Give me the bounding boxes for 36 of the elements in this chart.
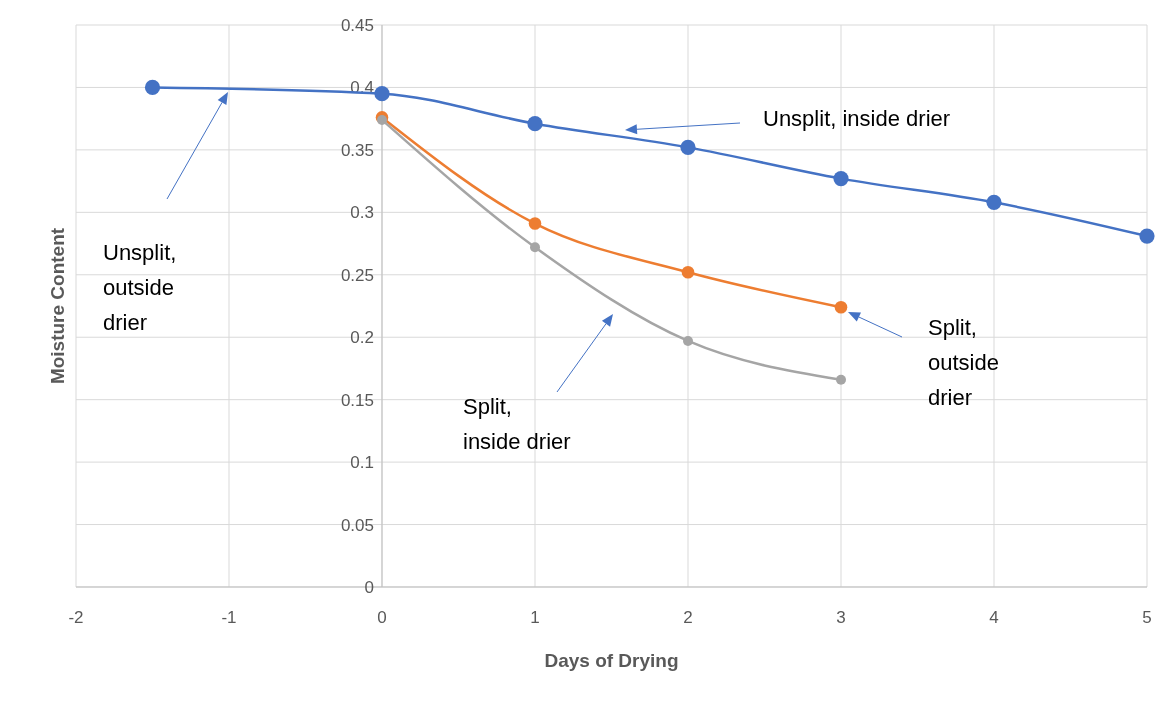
x-tick-label: 4	[989, 608, 999, 627]
annotation: Split, inside drier	[463, 393, 571, 454]
point	[144, 79, 161, 96]
y-tick-label: 0.15	[340, 390, 374, 410]
point	[681, 265, 695, 279]
x-tick-label: 2	[683, 608, 693, 627]
y-tick-label: 0.2	[350, 328, 374, 348]
annotation: Unsplit, inside drier	[763, 105, 951, 131]
y-tick-label: 0.25	[340, 265, 374, 285]
point	[374, 86, 390, 102]
x-tick-label: -2	[68, 608, 84, 627]
x-tick-label: -1	[221, 608, 237, 627]
x-tick-label: 1	[530, 608, 540, 627]
point	[986, 194, 1002, 210]
point	[833, 171, 849, 187]
point	[836, 374, 846, 385]
y-tick-label: 0	[364, 577, 374, 597]
x-tick-label: 3	[836, 608, 846, 627]
y-tick-label: 0.35	[340, 140, 374, 160]
annotation: Unsplit, outside drier	[103, 239, 177, 336]
y-tick-label: 0.3	[350, 203, 374, 223]
point	[527, 116, 543, 132]
y-axis-title: Moisture Content	[47, 227, 68, 385]
point	[530, 242, 540, 253]
point	[834, 300, 848, 314]
x-axis-title: Days of Drying	[544, 650, 679, 671]
point	[680, 139, 696, 155]
y-tick-label: 0.45	[340, 15, 374, 35]
y-tick-label: 0.1	[350, 453, 374, 473]
x-tick-label: 5	[1142, 608, 1152, 627]
y-tick-label: 0.05	[340, 515, 374, 535]
point	[1139, 228, 1155, 244]
point	[683, 335, 693, 346]
point	[528, 217, 542, 230]
x-tick-label: 0	[377, 608, 387, 627]
annotation: Split, outside drier	[928, 314, 999, 411]
